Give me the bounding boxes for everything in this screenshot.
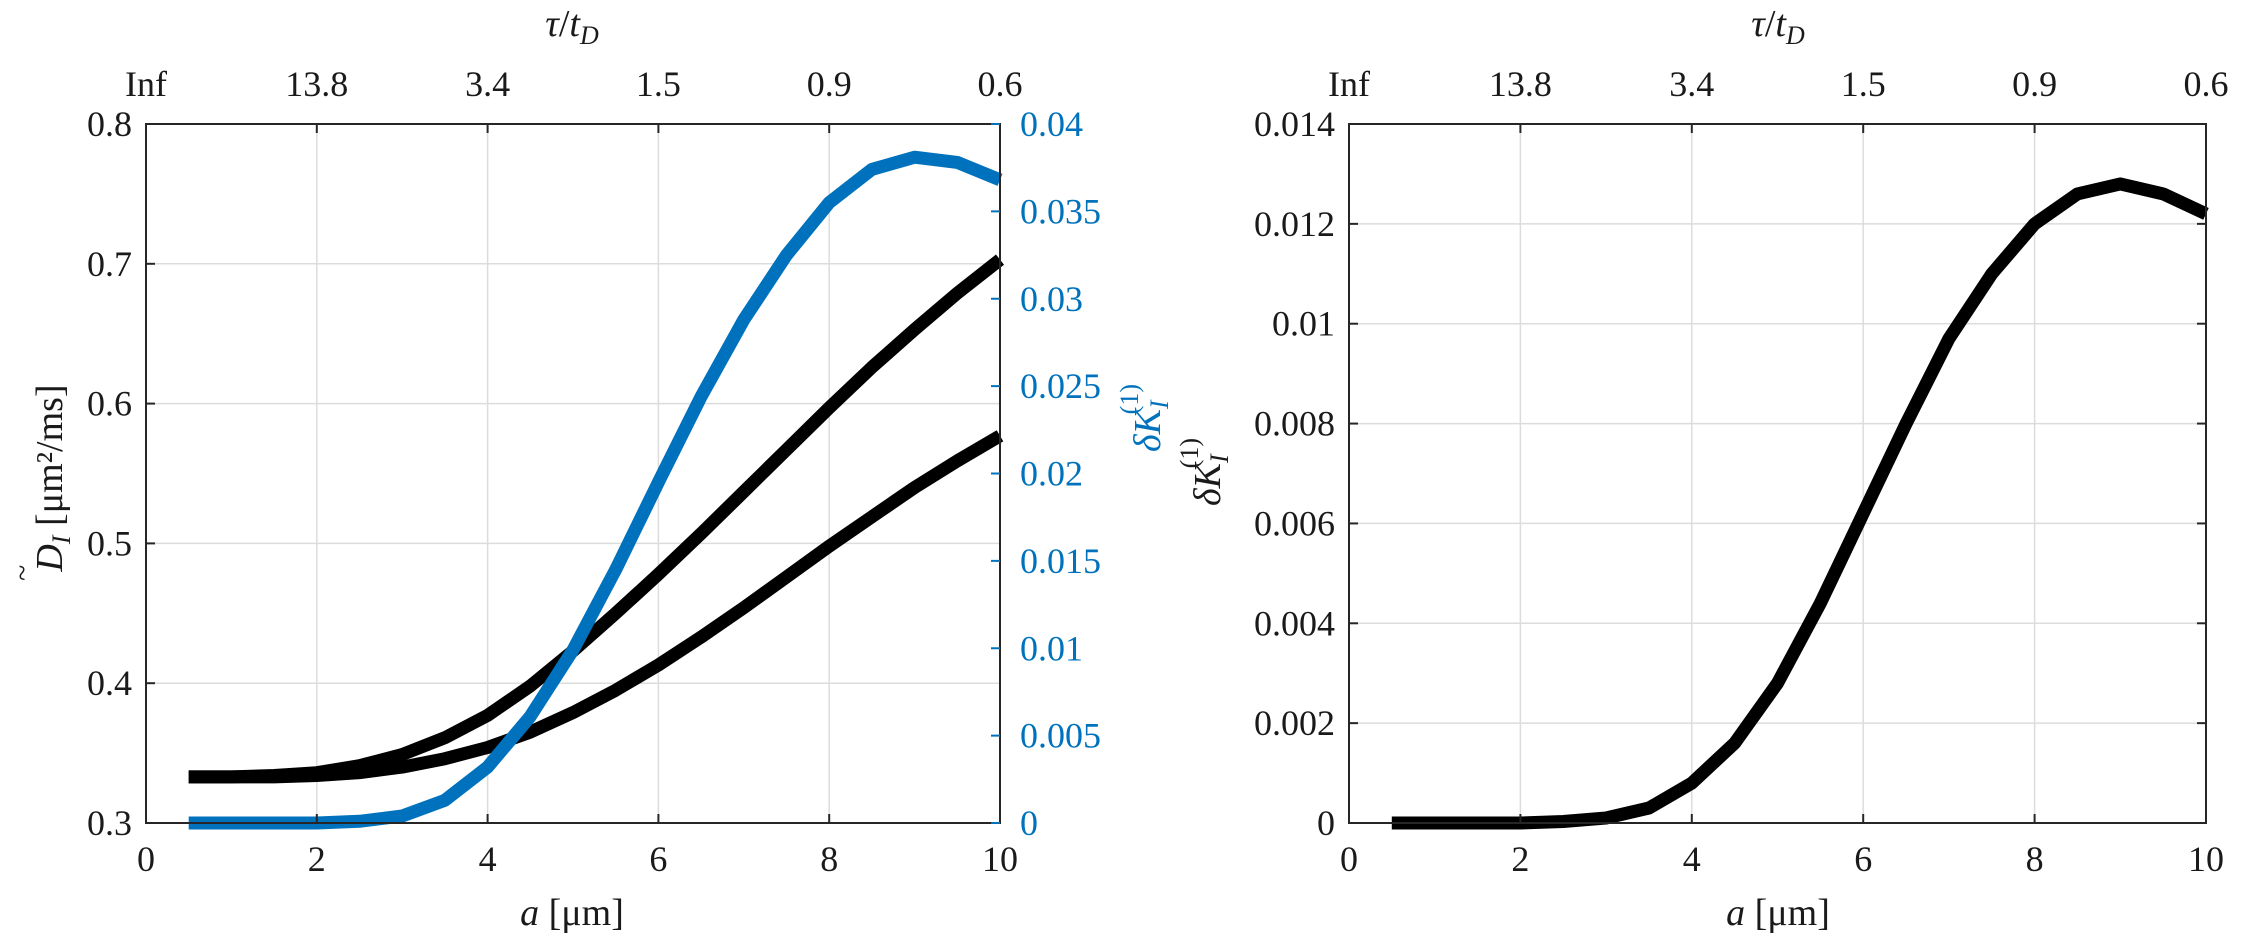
right-y-tick-label: 0.002 — [1254, 703, 1335, 743]
right-top-tick-label: 0.6 — [2184, 64, 2229, 104]
left-y-tick-label: 0.8 — [87, 104, 132, 144]
left-top-axis-label: τ/tD — [545, 3, 599, 50]
left-y2-tick-label: 0.02 — [1020, 454, 1083, 494]
right-y-tick-label: 0.008 — [1254, 404, 1335, 444]
right-y-tick-label: 0.01 — [1272, 304, 1335, 344]
left-series-group — [188, 150, 1005, 830]
svg-text:δKI(1): δKI(1) — [1175, 438, 1234, 506]
right-x-tick-label: 4 — [1683, 839, 1701, 879]
left-top-tick-label: 0.9 — [807, 64, 852, 104]
left-y-tick-label: 0.5 — [87, 523, 132, 563]
right-x-tick-label: 6 — [1854, 839, 1872, 879]
left-top-tick-label: 0.6 — [978, 64, 1023, 104]
left-y2-axis-label: δKI(1) — [1115, 384, 1174, 452]
left-y-tick-label: 0.7 — [87, 244, 132, 284]
left-y-tick-label: 0.3 — [87, 803, 132, 843]
right-y-axis-label: δKI(1) — [1175, 438, 1234, 506]
right-gridlines — [1348, 123, 2207, 824]
left-x-axis-label: a [μm] — [520, 892, 624, 934]
left-y2-tick-label: 0 — [1020, 803, 1038, 843]
left-y2-tick-label: 0.035 — [1020, 191, 1101, 231]
left-x-tick-label: 0 — [137, 839, 155, 879]
right-y-tick-label: 0.014 — [1254, 104, 1335, 144]
right-series-group — [1391, 177, 2209, 830]
right-x-axis-label: a [μm] — [1726, 892, 1830, 934]
left-y2-tick-label: 0.005 — [1020, 716, 1101, 756]
right-panel: 0 2 4 6 8 10 Inf 13.8 3.4 1.5 0.9 0.6 0 0.002 0.004 0.0… — [1175, 3, 2229, 934]
left-y-tick-label: 0.4 — [87, 663, 132, 703]
left-y2-tick-label: 0.04 — [1020, 104, 1083, 144]
right-x-tick-label: 2 — [1511, 839, 1529, 879]
right-y-tick-label: 0.004 — [1254, 603, 1335, 643]
right-x-tick-label: 0 — [1340, 839, 1358, 879]
right-top-tick-label: 13.8 — [1489, 64, 1552, 104]
left-top-tick-label: 13.8 — [285, 64, 348, 104]
right-top-tick-label: 0.9 — [2012, 64, 2057, 104]
left-top-tick-label: Inf — [125, 64, 167, 104]
left-x-tick-label: 2 — [308, 839, 326, 879]
right-top-tick-label: Inf — [1328, 64, 1370, 104]
right-series-line-0 — [1391, 177, 2209, 830]
right-x-tick-label: 8 — [2026, 839, 2044, 879]
svg-text:δKI(1): δKI(1) — [1115, 384, 1174, 452]
right-plot-frame — [1348, 123, 2207, 824]
left-top-tick-label: 3.4 — [465, 64, 510, 104]
left-x-tick-label: 4 — [479, 839, 497, 879]
right-top-tick-label: 3.4 — [1669, 64, 1714, 104]
left-series-line-1 — [188, 430, 1004, 784]
left-series-line-2 — [188, 150, 1003, 830]
left-y-axis-label-tilde: ~ — [6, 565, 39, 581]
left-y2-tick-label: 0.025 — [1020, 366, 1101, 406]
left-top-tick-label: 1.5 — [636, 64, 681, 104]
right-tick-labels: 0 2 4 6 8 10 Inf 13.8 3.4 1.5 0.9 0.6 0 0.002 0.004 0.0… — [1254, 64, 2229, 879]
left-y2-tick-label: 0.03 — [1020, 279, 1083, 319]
right-y-tick-label: 0 — [1317, 803, 1335, 843]
left-y-tick-label: 0.6 — [87, 384, 132, 424]
right-top-axis-label: τ/tD — [1751, 3, 1805, 50]
left-y-axis-label: DI [μm²/ms] ~ — [6, 384, 76, 581]
left-y2-tick-label: 0.01 — [1020, 628, 1083, 668]
svg-text:DI [μm²/ms]: DI [μm²/ms] — [29, 384, 76, 572]
right-y-tick-label: 0.006 — [1254, 503, 1335, 543]
left-x-tick-label: 8 — [820, 839, 838, 879]
right-x-tick-label: 10 — [2188, 839, 2224, 879]
right-y-tick-label: 0.012 — [1254, 204, 1335, 244]
left-y2-tick-label: 0.015 — [1020, 541, 1101, 581]
right-top-tick-label: 1.5 — [1841, 64, 1886, 104]
left-x-tick-label: 10 — [982, 839, 1018, 879]
left-x-tick-label: 6 — [649, 839, 667, 879]
